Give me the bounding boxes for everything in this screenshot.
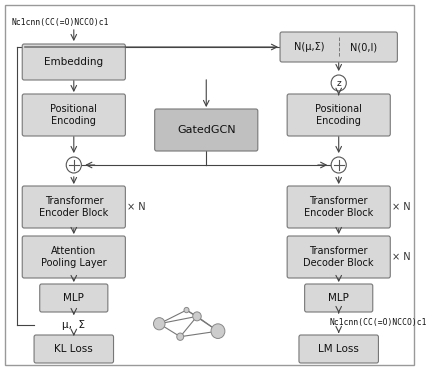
- Text: N(μ,Σ): N(μ,Σ): [294, 42, 324, 52]
- Text: Transformer
Encoder Block: Transformer Encoder Block: [39, 196, 109, 218]
- Text: Attention
Pooling Layer: Attention Pooling Layer: [41, 246, 107, 268]
- Text: GatedGCN: GatedGCN: [177, 125, 236, 135]
- FancyBboxPatch shape: [287, 94, 390, 136]
- Circle shape: [177, 333, 184, 340]
- Text: Embedding: Embedding: [44, 57, 103, 67]
- FancyBboxPatch shape: [22, 186, 125, 228]
- FancyBboxPatch shape: [40, 284, 108, 312]
- FancyBboxPatch shape: [22, 236, 125, 278]
- Text: N(0,I): N(0,I): [350, 42, 377, 52]
- Text: × N: × N: [127, 202, 146, 212]
- Text: μ,  Σ: μ, Σ: [62, 320, 85, 330]
- FancyBboxPatch shape: [22, 44, 125, 80]
- Text: Positional
Encoding: Positional Encoding: [315, 104, 362, 126]
- Circle shape: [331, 157, 346, 173]
- FancyBboxPatch shape: [299, 335, 378, 363]
- Text: × N: × N: [392, 252, 411, 262]
- Text: z: z: [336, 78, 341, 87]
- Circle shape: [193, 312, 201, 321]
- FancyBboxPatch shape: [155, 109, 258, 151]
- FancyBboxPatch shape: [287, 236, 390, 278]
- FancyBboxPatch shape: [34, 335, 113, 363]
- Text: × N: × N: [392, 202, 411, 212]
- Text: Nc1cnn(CC(=O)NCCO)c1: Nc1cnn(CC(=O)NCCO)c1: [329, 319, 427, 327]
- Text: Positional
Encoding: Positional Encoding: [51, 104, 97, 126]
- Text: KL Loss: KL Loss: [54, 344, 93, 354]
- Circle shape: [211, 324, 225, 339]
- FancyBboxPatch shape: [287, 186, 390, 228]
- FancyBboxPatch shape: [305, 284, 373, 312]
- Text: Transformer
Encoder Block: Transformer Encoder Block: [304, 196, 373, 218]
- Text: Nc1cnn(CC(=O)NCCO)c1: Nc1cnn(CC(=O)NCCO)c1: [12, 17, 109, 27]
- Text: MLP: MLP: [328, 293, 349, 303]
- Text: Transformer
Decoder Block: Transformer Decoder Block: [303, 246, 374, 268]
- Circle shape: [66, 157, 82, 173]
- FancyBboxPatch shape: [280, 32, 397, 62]
- Circle shape: [153, 317, 165, 330]
- Text: MLP: MLP: [63, 293, 84, 303]
- Circle shape: [184, 307, 189, 313]
- Circle shape: [331, 75, 346, 91]
- Text: LM Loss: LM Loss: [318, 344, 359, 354]
- FancyBboxPatch shape: [22, 94, 125, 136]
